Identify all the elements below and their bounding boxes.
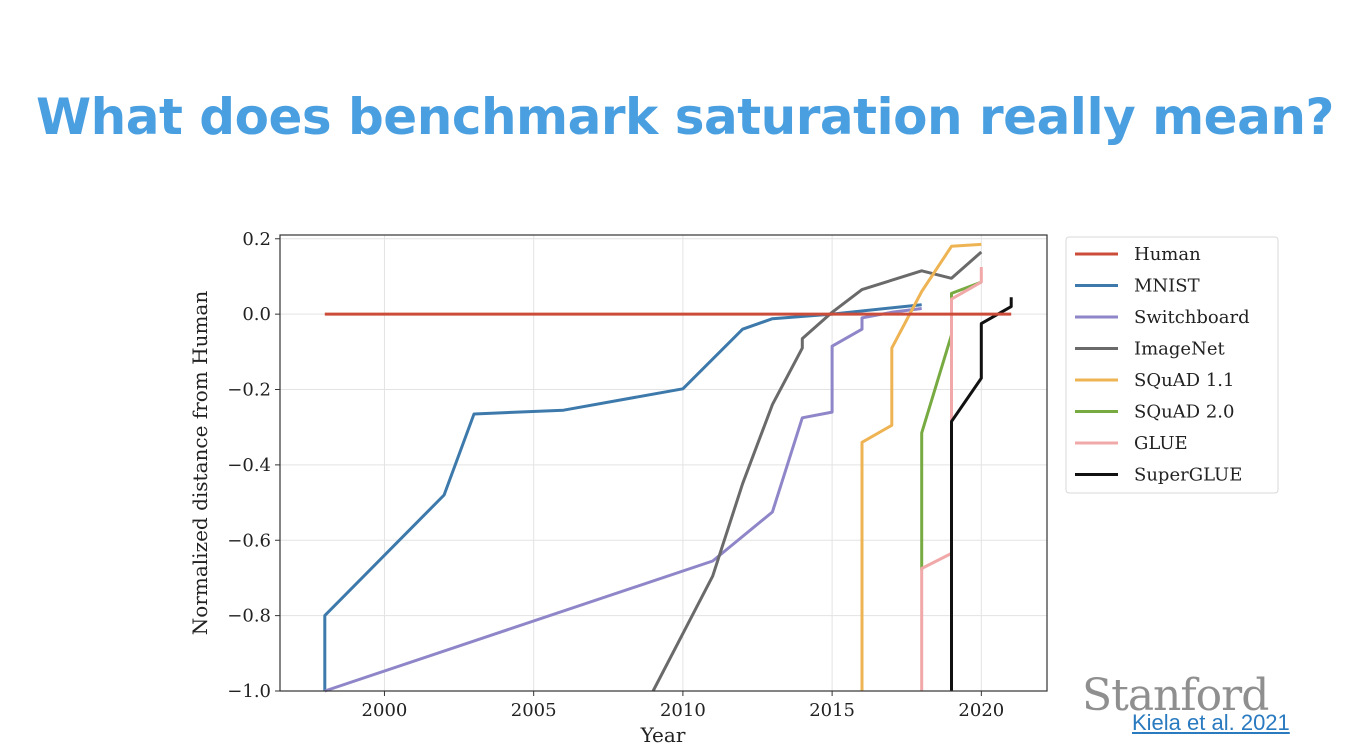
series-line-superglue <box>950 297 1013 691</box>
y-tick-label: 0.0 <box>242 304 271 325</box>
stanford-logo: Stanford <box>1082 670 1269 721</box>
legend-label-mnist: MNIST <box>1134 276 1200 297</box>
legend-label-human: Human <box>1134 244 1201 265</box>
citation-link[interactable]: Kiela et al. 2021 <box>1132 710 1290 735</box>
plot-frame <box>279 234 1048 692</box>
legend-label-imagenet: ImageNet <box>1134 339 1225 360</box>
legend-label-switchboard: Switchboard <box>1134 307 1250 328</box>
y-tick-label: 0.2 <box>242 229 271 250</box>
y-tick-label: −0.8 <box>227 606 271 627</box>
x-tick-label: 2005 <box>511 700 557 721</box>
legend-label-squad-1-1: SQuAD 1.1 <box>1134 370 1234 391</box>
y-axis-label: Normalized distance from Human <box>188 291 212 636</box>
x-axis-label: Year <box>640 723 686 744</box>
series-line-mnist <box>323 303 922 691</box>
legend-label-superglue: SuperGLUE <box>1134 465 1242 486</box>
slide-title: What does benchmark saturation really me… <box>36 88 1334 146</box>
chart-legend: Human MNIST Switchboard ImageNet SQuAD 1.1 SQ… <box>1065 236 1279 494</box>
y-tick-label: −1.0 <box>227 681 271 702</box>
chart-ticks: 2000 2005 2010 2015 2020 0.2 0.0 −0.2 −0.4 −0.6 −0… <box>227 229 1004 721</box>
legend-label-squad-2-0: SQuAD 2.0 <box>1134 402 1234 423</box>
chart-series <box>323 242 1013 693</box>
x-tick-label: 2010 <box>660 700 706 721</box>
y-tick-label: −0.6 <box>227 530 271 551</box>
chart-grid <box>280 235 1047 692</box>
legend-label-glue: GLUE <box>1134 433 1188 454</box>
x-tick-label: 2020 <box>958 700 1004 721</box>
y-tick-label: −0.2 <box>227 380 271 401</box>
series-line-squad-1-1 <box>860 242 982 691</box>
y-tick-label: −0.4 <box>227 455 271 476</box>
x-tick-label: 2000 <box>362 700 408 721</box>
legend-frame <box>1065 236 1279 494</box>
x-tick-label: 2015 <box>809 700 855 721</box>
series-line-imagenet <box>651 250 983 692</box>
